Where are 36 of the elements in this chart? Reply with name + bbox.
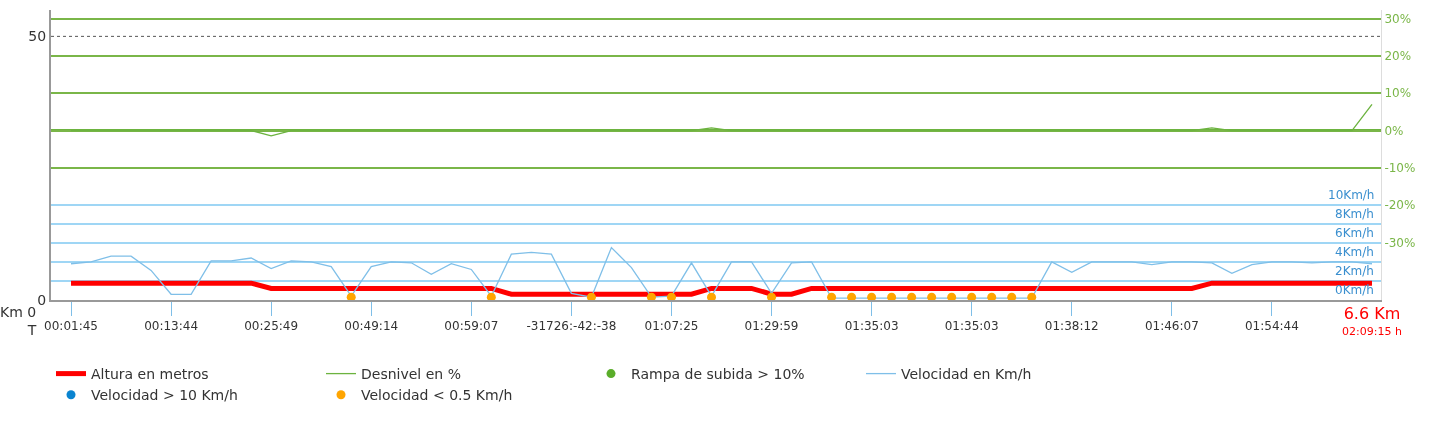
x-tick-label: 01:35:03 [944, 319, 999, 334]
y2-tick-label: -20% [1384, 198, 1416, 213]
y3-tick-label: 2Km/h [1335, 264, 1374, 278]
legend-label: Velocidad > 10 Km/h [91, 387, 238, 404]
y2-tick-label: -30% [1384, 235, 1416, 250]
legend-label: Altura en metros [91, 366, 209, 383]
x-tick-label: 00:13:44 [144, 319, 199, 334]
y3-tick-label: 0Km/h [1335, 283, 1374, 297]
y2-tick-label: -10% [1384, 161, 1416, 176]
y-tick-label: 50 [28, 28, 47, 45]
x-tick-label: 00:59:07 [444, 319, 499, 334]
x-tick-label: 00:01:45 [44, 319, 98, 334]
x-tick-label: 01:54:44 [1244, 319, 1299, 334]
legend-label: Velocidad en Km/h [901, 366, 1032, 383]
x-tick-label: 01:29:59 [744, 319, 799, 334]
y2-tick-label: 20% [1384, 49, 1412, 64]
y2-tick-label: 0% [1384, 123, 1404, 138]
x-tick-label: 01:46:07 [1144, 319, 1199, 334]
y3-tick-label: 10Km/h [1328, 188, 1375, 202]
x-tick-label: 01:35:03 [844, 319, 899, 334]
x-tick-label: 01:07:25 [644, 319, 699, 334]
x-tick-label: 6.6 Km 02:09:15 h [1342, 304, 1402, 338]
y3-tick-label: 8Km/h [1335, 207, 1374, 221]
legend-label: Rampa de subida > 10% [631, 366, 805, 383]
legend-label: Desnivel en % [361, 366, 461, 383]
y3-tick-label: 6Km/h [1335, 226, 1374, 240]
y2-tick-label: 10% [1384, 86, 1412, 101]
x-tick-label: Km 0 T [0, 304, 37, 339]
legend-label: Velocidad < 0.5 Km/h [361, 387, 513, 404]
y-tick-label: 0 [37, 291, 47, 308]
y2-tick-label: 30% [1384, 11, 1412, 26]
x-tick-label: 01:38:12 [1044, 319, 1099, 334]
x-tick-label: -31726:-42:-38 [526, 319, 617, 334]
y3-tick-label: 4Km/h [1335, 245, 1374, 259]
x-tick-label: 00:49:14 [344, 319, 399, 334]
x-tick-label: 00:25:49 [244, 319, 299, 334]
